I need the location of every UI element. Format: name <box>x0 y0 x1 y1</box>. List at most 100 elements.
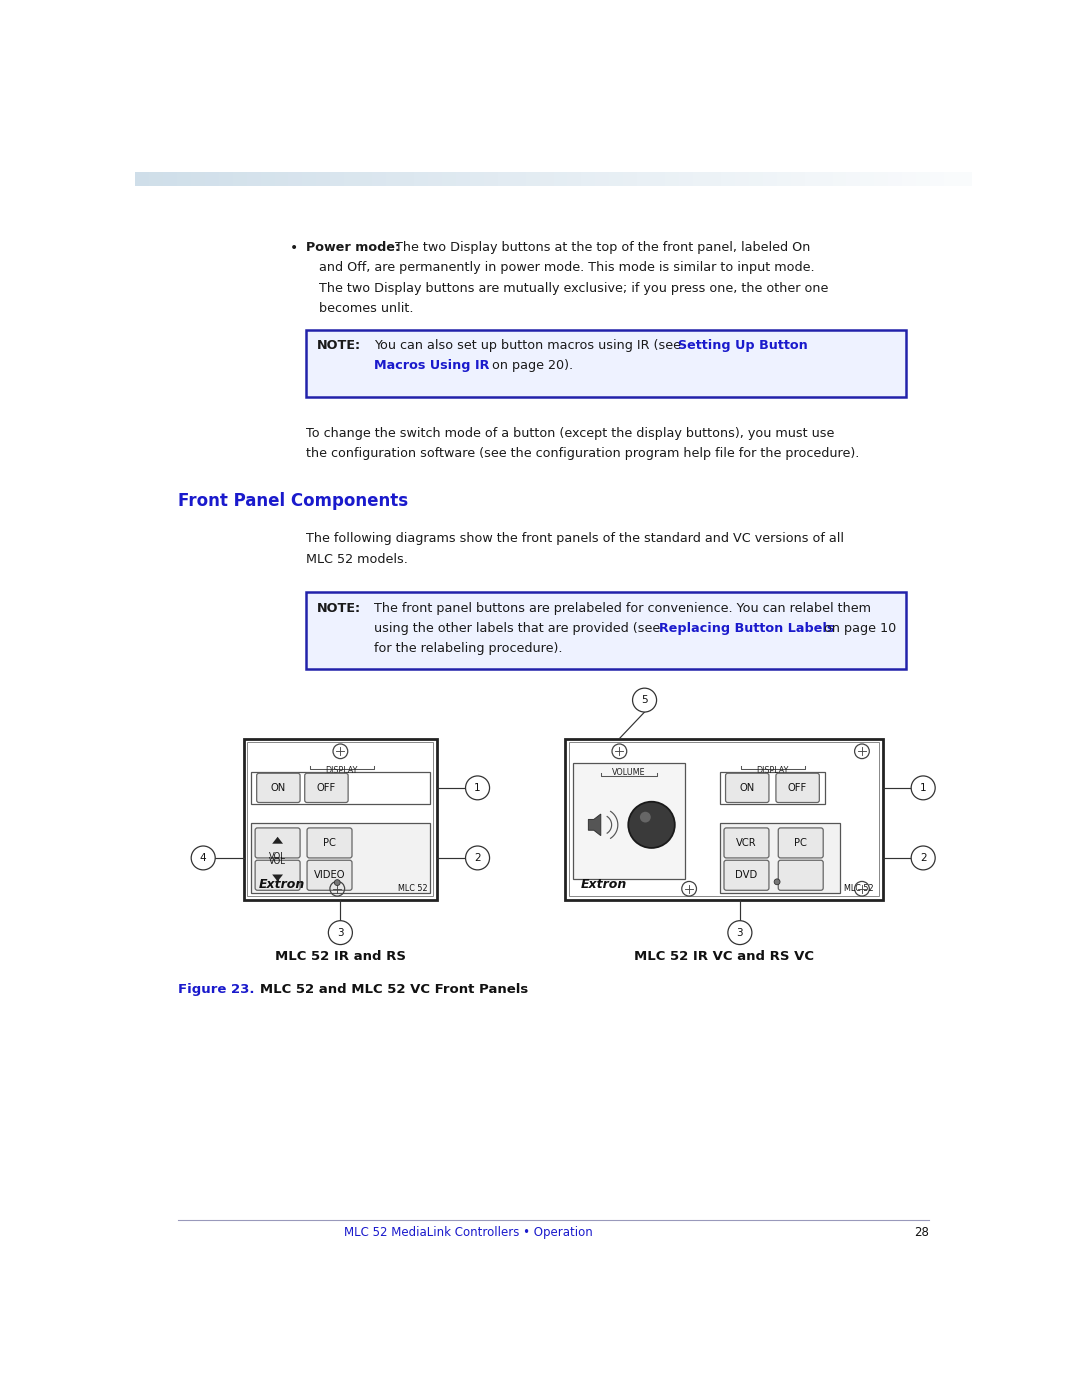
Text: 1: 1 <box>474 782 481 793</box>
FancyBboxPatch shape <box>726 774 769 802</box>
FancyBboxPatch shape <box>306 330 906 398</box>
Text: VOL: VOL <box>269 852 286 861</box>
Bar <box>414 172 428 186</box>
Text: VOL: VOL <box>269 856 286 866</box>
Text: and Off, are permanently in power mode. This mode is similar to input mode.: and Off, are permanently in power mode. … <box>320 261 815 274</box>
Bar <box>470 172 484 186</box>
Bar <box>833 172 847 186</box>
FancyBboxPatch shape <box>307 861 352 890</box>
FancyBboxPatch shape <box>306 592 906 669</box>
Bar <box>316 172 330 186</box>
Bar <box>387 172 400 186</box>
Bar <box>330 172 345 186</box>
Text: PC: PC <box>794 838 807 848</box>
FancyBboxPatch shape <box>255 828 300 858</box>
Bar <box>359 172 373 186</box>
Bar <box>260 172 274 186</box>
Text: 2: 2 <box>920 854 927 863</box>
FancyBboxPatch shape <box>779 861 823 890</box>
Circle shape <box>912 847 935 870</box>
Bar <box>762 172 777 186</box>
Text: Replacing Button Labels: Replacing Button Labels <box>659 622 834 636</box>
FancyBboxPatch shape <box>305 774 348 802</box>
Text: 4: 4 <box>200 854 206 863</box>
Bar <box>498 172 512 186</box>
Text: The following diagrams show the front panels of the standard and VC versions of : The following diagrams show the front pa… <box>306 532 843 545</box>
Text: DISPLAY: DISPLAY <box>326 766 359 774</box>
Bar <box>595 172 609 186</box>
Text: 2: 2 <box>474 854 481 863</box>
Circle shape <box>465 847 489 870</box>
Bar <box>177 172 191 186</box>
Polygon shape <box>272 837 283 844</box>
Text: VIDEO: VIDEO <box>314 870 346 880</box>
Text: MLC 52: MLC 52 <box>399 884 428 893</box>
Bar <box>889 172 902 186</box>
FancyBboxPatch shape <box>255 861 300 890</box>
FancyBboxPatch shape <box>252 823 430 893</box>
Text: Setting Up Button: Setting Up Button <box>677 339 807 352</box>
Bar <box>637 172 651 186</box>
Bar <box>623 172 637 186</box>
Bar <box>875 172 888 186</box>
Text: MLC 52 MediaLink Controllers • Operation: MLC 52 MediaLink Controllers • Operation <box>343 1227 592 1239</box>
Bar <box>456 172 470 186</box>
Bar <box>149 172 163 186</box>
Text: MLC 52 IR and RS: MLC 52 IR and RS <box>275 950 406 964</box>
Bar <box>373 172 387 186</box>
Bar <box>400 172 414 186</box>
Bar <box>777 172 791 186</box>
Text: OFF: OFF <box>788 782 807 793</box>
Text: •: • <box>291 240 298 254</box>
Circle shape <box>629 802 675 848</box>
Circle shape <box>728 921 752 944</box>
Bar <box>805 172 819 186</box>
Text: ON: ON <box>271 782 286 793</box>
Text: NOTE:: NOTE: <box>318 339 361 352</box>
Bar <box>651 172 665 186</box>
Text: using the other labels that are provided (see: using the other labels that are provided… <box>374 622 664 636</box>
Text: MLC 52 models.: MLC 52 models. <box>306 553 407 566</box>
Bar <box>847 172 861 186</box>
Bar <box>679 172 693 186</box>
Text: The two Display buttons are mutually exclusive; if you press one, the other one: The two Display buttons are mutually exc… <box>320 282 828 295</box>
Bar <box>428 172 442 186</box>
Text: ON: ON <box>740 782 755 793</box>
Text: Extron: Extron <box>581 879 626 891</box>
Bar <box>665 172 679 186</box>
Text: 3: 3 <box>737 928 743 937</box>
Bar <box>930 172 944 186</box>
Bar <box>958 172 972 186</box>
Text: The front panel buttons are prelabeled for convenience. You can relabel them: The front panel buttons are prelabeled f… <box>374 602 870 615</box>
FancyBboxPatch shape <box>243 739 437 900</box>
FancyBboxPatch shape <box>720 823 840 893</box>
Text: becomes unlit.: becomes unlit. <box>320 302 414 314</box>
Bar <box>540 172 554 186</box>
Text: Extron: Extron <box>259 879 306 891</box>
Bar <box>748 172 762 186</box>
Bar <box>135 172 149 186</box>
Circle shape <box>633 689 657 712</box>
FancyBboxPatch shape <box>775 774 820 802</box>
Text: You can also set up button macros using IR (see: You can also set up button macros using … <box>374 339 685 352</box>
Bar <box>944 172 958 186</box>
Circle shape <box>912 775 935 800</box>
FancyBboxPatch shape <box>724 861 769 890</box>
Text: VCR: VCR <box>737 838 757 848</box>
Bar <box>916 172 930 186</box>
FancyBboxPatch shape <box>724 828 769 858</box>
Bar <box>302 172 316 186</box>
Bar <box>218 172 232 186</box>
Text: Power mode:: Power mode: <box>306 240 400 254</box>
Bar <box>484 172 498 186</box>
Text: NOTE:: NOTE: <box>318 602 361 615</box>
Bar <box>581 172 595 186</box>
Text: the configuration software (see the configuration program help file for the proc: the configuration software (see the conf… <box>306 447 859 460</box>
Circle shape <box>191 847 215 870</box>
Text: Macros Using IR: Macros Using IR <box>374 359 489 373</box>
Text: The two Display buttons at the top of the front panel, labeled On: The two Display buttons at the top of th… <box>391 240 810 254</box>
Circle shape <box>774 879 780 884</box>
Text: 3: 3 <box>337 928 343 937</box>
Circle shape <box>640 812 651 823</box>
FancyBboxPatch shape <box>307 828 352 858</box>
